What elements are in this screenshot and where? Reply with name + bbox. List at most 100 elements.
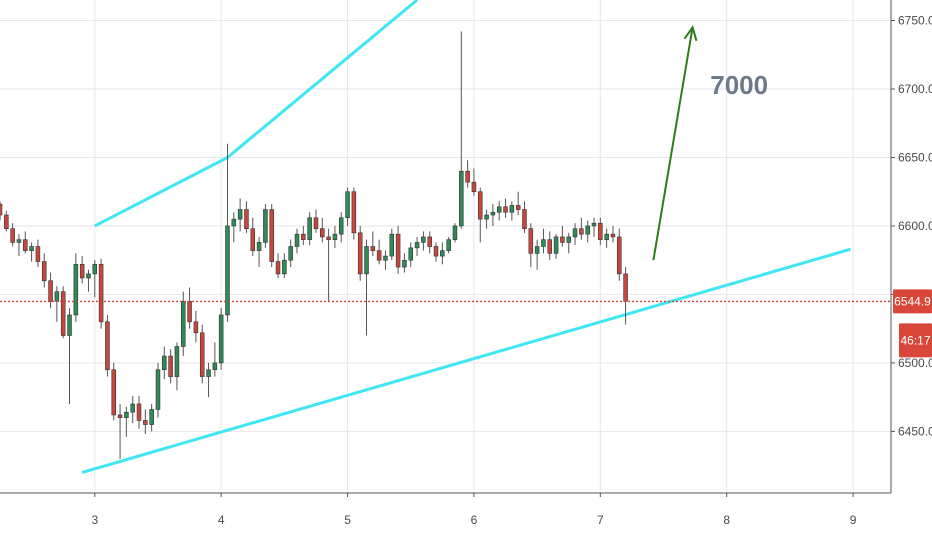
arrow-head	[683, 25, 698, 42]
candle-body	[16, 239, 22, 243]
candle-body	[515, 205, 521, 210]
candle-body	[288, 246, 293, 261]
candle-body	[231, 218, 237, 227]
candle	[421, 231, 426, 251]
time-tick-label: 4	[218, 513, 225, 527]
price-tick-label: 6650.0	[898, 150, 932, 164]
candle	[395, 225, 401, 274]
candle-body	[383, 255, 388, 261]
candle	[225, 143, 230, 322]
candle-body	[130, 403, 135, 413]
candle-body	[338, 217, 344, 235]
time-tick-label: 6	[471, 513, 478, 527]
candle	[98, 258, 104, 329]
candle-body	[0, 203, 3, 216]
candle-body	[60, 291, 66, 336]
candle-body	[4, 214, 9, 229]
candle-body	[275, 261, 281, 275]
candle	[598, 217, 603, 246]
candle-body	[149, 409, 154, 425]
candle-body	[332, 233, 338, 240]
candle	[477, 187, 483, 243]
candle	[288, 239, 293, 268]
candle-body	[610, 233, 616, 238]
last-price-tag-label: 6544.9	[894, 294, 931, 308]
time-tick-label: 9	[850, 513, 857, 527]
candle	[168, 349, 173, 384]
candle-body	[370, 246, 376, 251]
candle-body	[155, 369, 161, 410]
target-arrow	[652, 25, 698, 261]
candle	[357, 225, 363, 281]
candle	[212, 342, 218, 377]
candle	[4, 210, 9, 232]
candle-body	[263, 209, 268, 243]
candle-body	[357, 232, 363, 275]
candle	[465, 160, 470, 188]
candle-body	[92, 264, 98, 275]
candle-body	[326, 236, 331, 240]
candle	[149, 403, 154, 432]
candle	[193, 310, 199, 343]
candle-body	[433, 246, 439, 257]
price-axis-background	[891, 0, 932, 550]
candle-body	[105, 321, 110, 371]
candle	[67, 308, 72, 404]
candle	[402, 253, 407, 273]
candle	[180, 291, 186, 357]
candle	[522, 201, 527, 233]
candle-body	[98, 264, 104, 323]
candle-body	[79, 264, 85, 279]
candle-body	[136, 403, 142, 421]
candle	[370, 231, 376, 257]
candle-body	[307, 217, 312, 240]
candle-body	[10, 228, 15, 243]
candle	[86, 269, 91, 292]
trendline-upper-b	[226, 0, 419, 159]
candle	[459, 31, 464, 229]
candle-body	[41, 261, 47, 282]
candle	[16, 234, 22, 257]
candle	[471, 168, 477, 196]
candle	[206, 362, 211, 398]
candle-body	[73, 264, 79, 316]
candle-body	[225, 225, 230, 316]
candle	[79, 256, 85, 284]
time-axis-background	[0, 493, 932, 550]
candle-body	[187, 300, 192, 323]
target-annotation: 7000	[710, 70, 768, 100]
candle	[60, 286, 66, 339]
candle-body	[579, 228, 584, 235]
candle-body	[206, 369, 211, 377]
countdown-tag	[899, 323, 932, 358]
candle-body	[351, 191, 357, 234]
candle-body	[421, 236, 426, 243]
candle-body	[522, 209, 527, 229]
time-tick-label: 3	[91, 513, 98, 527]
candle	[275, 253, 281, 278]
candle-body	[23, 239, 28, 251]
candle-body	[162, 355, 167, 371]
candle-body	[199, 332, 205, 377]
candle-body	[48, 280, 53, 302]
candle-body	[212, 362, 218, 371]
candle-body	[534, 246, 540, 254]
time-tick-label: 7	[597, 513, 604, 527]
candle	[610, 225, 616, 243]
candle	[231, 212, 237, 243]
candle	[591, 217, 597, 237]
candle	[566, 232, 571, 254]
candle-body	[250, 228, 256, 251]
candle-body	[560, 236, 565, 243]
candle-body	[174, 346, 180, 377]
trendlines	[81, 0, 851, 474]
candle-body	[446, 239, 451, 251]
candle	[143, 409, 148, 435]
candle-body	[496, 206, 502, 213]
candle-body	[427, 236, 432, 247]
time-tick-label: 5	[344, 513, 351, 527]
candle-body	[477, 191, 483, 220]
candle-body	[440, 250, 445, 257]
